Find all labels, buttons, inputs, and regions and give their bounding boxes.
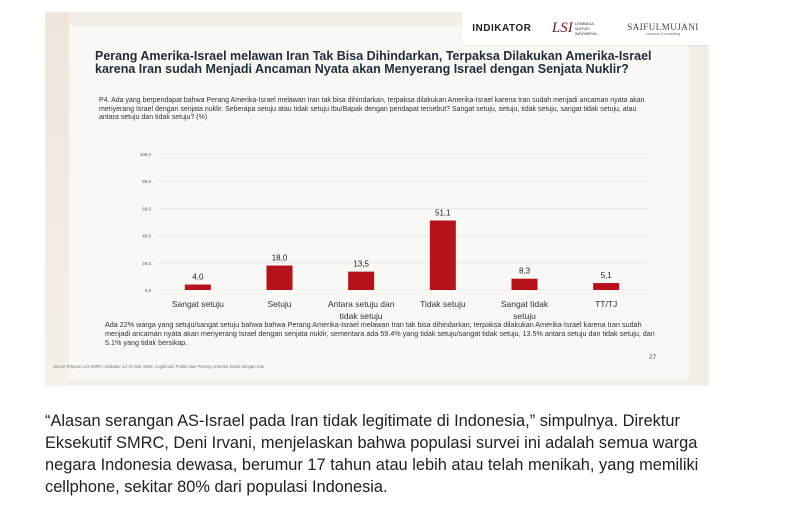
bar-chart-svg: 0,0 20,0 40,0 60,0 80,0 100,0 4,0 Sangat setuju… (140, 152, 647, 321)
lsi-logo: LSI LEMBAGA SURVEI INDONESIA (552, 20, 607, 37)
x-tick-label: tidak setuju (340, 311, 383, 321)
saifulmujani-logo: SAIFULMUJANI research & consulting (627, 22, 699, 36)
saifulmujani-logo-subtext: research & consulting (646, 31, 680, 36)
saifulmujani-logo-text: SAIFULMUJANI (627, 21, 699, 32)
article-body: “Alasan serangan AS-Israel pada Iran tid… (45, 410, 745, 498)
x-tick-label: Sangat tidak (501, 299, 549, 309)
y-tick-label: 100,0 (140, 152, 152, 157)
survey-slide-image: INDIKATOR LSI LEMBAGA SURVEI INDONESIA S… (45, 12, 709, 386)
x-tick-label: setuju (513, 311, 536, 321)
data-label: 13,5 (353, 260, 369, 269)
data-label: 51,1 (435, 209, 451, 218)
bar (348, 271, 375, 290)
data-label: 5,1 (601, 271, 613, 280)
bar (184, 284, 211, 290)
data-label: 4,0 (192, 273, 204, 282)
slide-edge-decoration (45, 12, 69, 386)
bar-chart: 0,0 20,0 40,0 60,0 80,0 100,0 4,0 Sangat setuju… (117, 140, 677, 330)
data-label: 8,3 (519, 267, 531, 276)
x-tick-label: Tidak setuju (420, 299, 466, 309)
data-label: 18,0 (272, 254, 288, 263)
bar (593, 283, 620, 290)
bar (511, 278, 538, 290)
y-tick-label: 0,0 (145, 288, 152, 293)
lsi-logo-text: LEMBAGA SURVEI INDONESIA (574, 21, 597, 36)
survey-question: P4. Ada yang berpendapat bahwa Perang Am… (99, 97, 645, 121)
y-tick-label: 60,0 (142, 206, 151, 211)
logo-bar: INDIKATOR LSI LEMBAGA SURVEI INDONESIA S… (462, 12, 709, 45)
x-tick-label: TT/TJ (595, 299, 617, 309)
bar (266, 265, 293, 290)
article-paragraph: “Alasan serangan AS-Israel pada Iran tid… (45, 412, 699, 496)
y-tick-label: 20,0 (142, 261, 151, 266)
x-tick-label: Sangat setuju (172, 299, 224, 309)
y-tick-label: 40,0 (142, 234, 151, 239)
bar (429, 220, 456, 290)
x-tick-label: Setuju (267, 299, 291, 309)
x-tick-label: Antara setuju dan (328, 299, 395, 309)
indikator-logo: INDIKATOR (472, 23, 532, 34)
lsi-logo-mark: LSI (551, 20, 573, 36)
y-tick-label: 80,0 (142, 179, 151, 184)
page-number: 27 (649, 354, 657, 361)
survey-footnote: Survei Telepon LSI-SMRC-Indikator 12-31 … (53, 364, 265, 369)
slide-panel (69, 26, 689, 380)
chart-summary: Ada 22% warga yang setuju/sangat setuju … (105, 320, 655, 347)
slide-title: Perang Amerika-Israel melawan Iran Tak B… (95, 49, 652, 76)
